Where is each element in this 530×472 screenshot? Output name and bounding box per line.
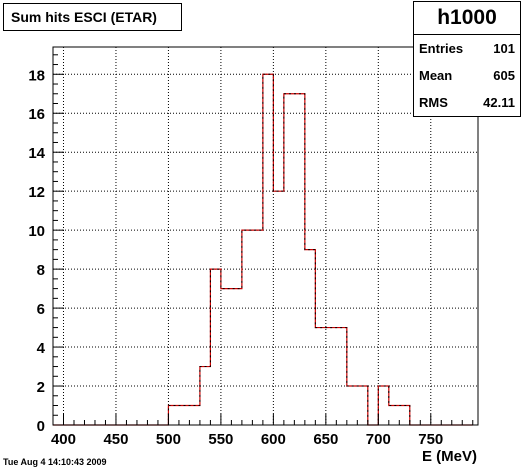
y-tick-label: 18 — [28, 67, 45, 84]
stats-box: h1000 Entries 101 Mean 605 RMS 42.11 — [413, 1, 521, 117]
timestamp: Tue Aug 4 14:10:43 2009 — [3, 457, 107, 467]
stats-label: Entries — [419, 41, 464, 56]
y-tick-label: 6 — [37, 301, 45, 318]
x-tick-label: 500 — [156, 431, 181, 448]
x-tick-label: 650 — [313, 431, 338, 448]
stats-label: Mean — [419, 68, 453, 83]
stats-row-mean: Mean 605 — [414, 62, 520, 89]
y-tick-label: 10 — [28, 223, 45, 240]
stats-label: RMS — [419, 95, 448, 110]
x-tick-label: 450 — [103, 431, 128, 448]
y-tick-label: 16 — [28, 106, 45, 123]
y-tick-label: 8 — [37, 262, 45, 279]
histogram-name: h1000 — [414, 2, 520, 35]
y-tick-label: 0 — [37, 418, 45, 435]
x-tick-label: 400 — [51, 431, 76, 448]
x-tick-label: 700 — [366, 431, 391, 448]
stats-row-rms: RMS 42.11 — [414, 89, 520, 116]
x-axis-label: E (MeV) — [422, 448, 477, 465]
chart-title: Sum hits ESCI (ETAR) — [3, 3, 182, 31]
y-tick-label: 4 — [37, 340, 46, 357]
stats-value: 101 — [493, 41, 515, 56]
y-tick-label: 12 — [28, 184, 45, 201]
x-tick-label: 750 — [418, 431, 443, 448]
y-tick-label: 2 — [37, 379, 45, 396]
histogram-series-dash — [53, 73, 473, 426]
stats-value: 605 — [493, 68, 515, 83]
stats-row-entries: Entries 101 — [414, 35, 520, 62]
plot-frame — [52, 46, 479, 426]
y-tick-label: 14 — [28, 145, 45, 162]
x-tick-label: 550 — [208, 431, 233, 448]
stats-value: 42.11 — [483, 95, 515, 110]
x-tick-label: 600 — [261, 431, 286, 448]
